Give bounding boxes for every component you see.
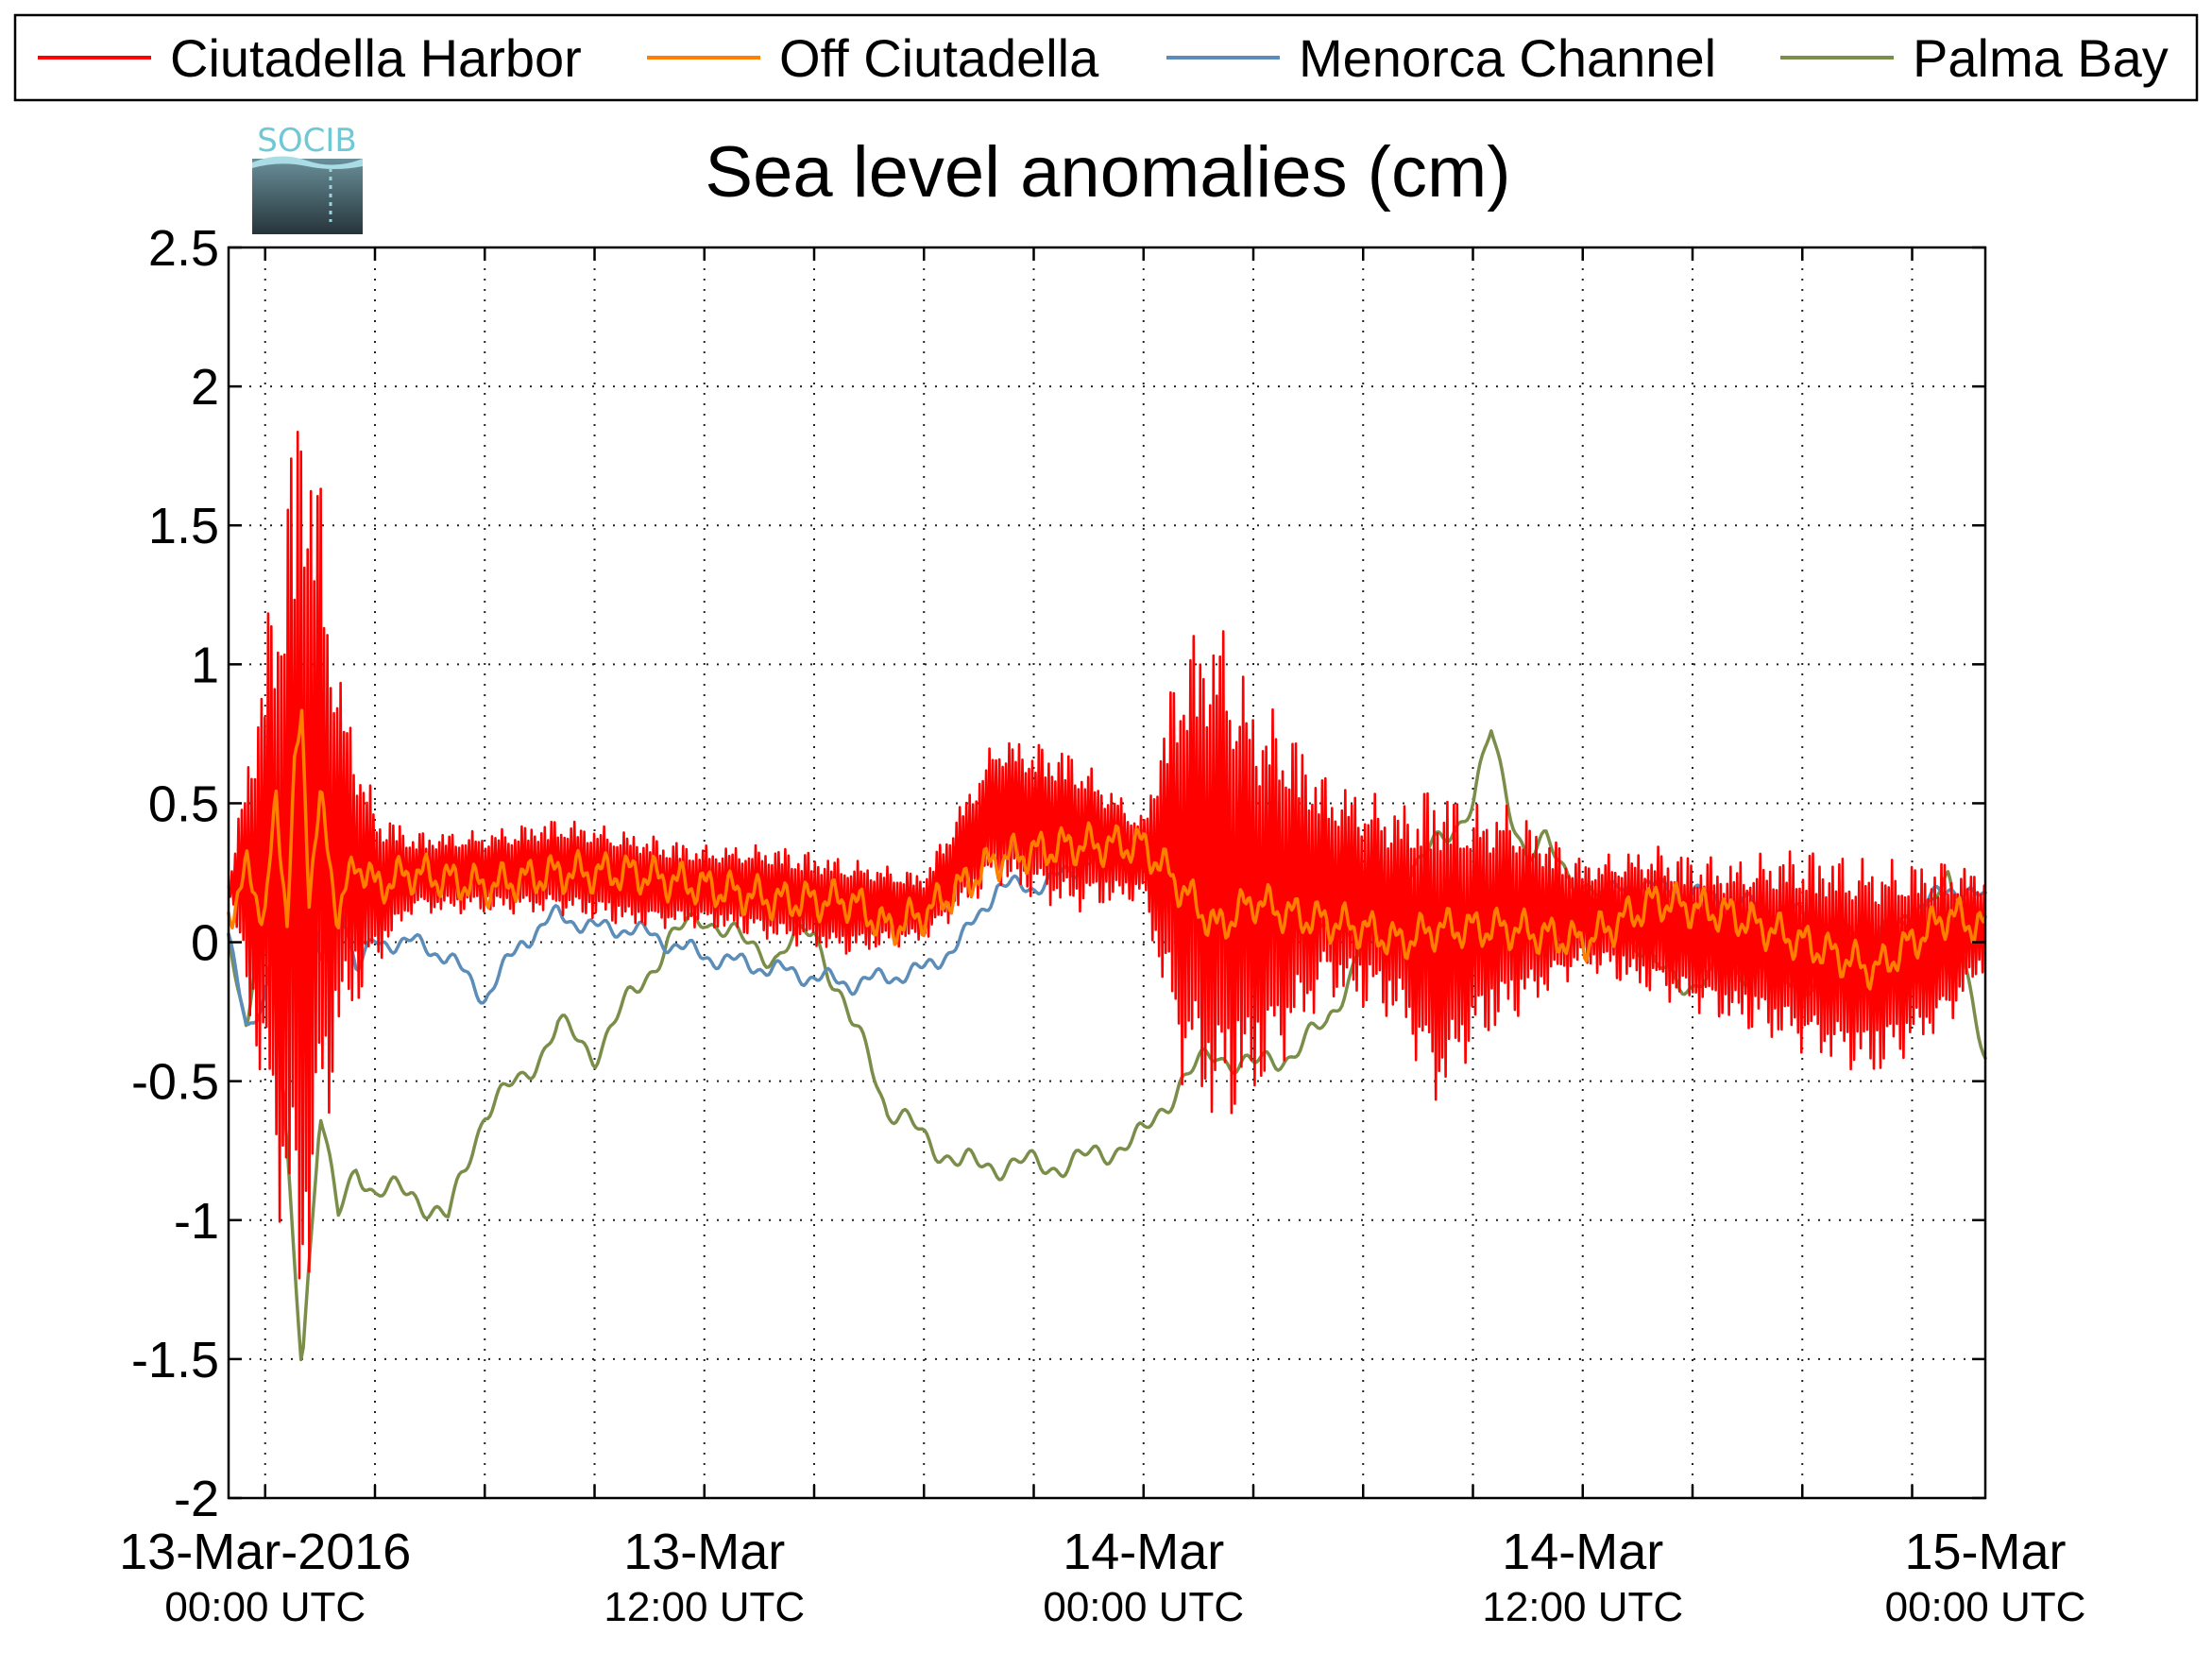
ticks	[229, 246, 1985, 1500]
x-tick-label-time: 00:00 UTC	[164, 1584, 366, 1630]
x-tick-label-time: 00:00 UTC	[1043, 1584, 1244, 1630]
socib-logo-text: SOCIB	[257, 122, 356, 160]
legend: Ciutadella Harbor Off Ciutadella Menorca…	[13, 13, 2199, 102]
y-tick-label: -0.5	[131, 1054, 219, 1111]
y-tick-label: -1.5	[131, 1332, 219, 1388]
x-tick-label-date: 13-Mar	[623, 1524, 785, 1580]
socib-logo-wave	[252, 156, 363, 169]
y-tick-label: 1	[191, 637, 219, 693]
x-tick-label-date: 14-Mar	[1063, 1524, 1224, 1580]
x-tick-label-time: 12:00 UTC	[1482, 1584, 1683, 1630]
y-tick-label: -2	[174, 1471, 219, 1527]
x-tick-label-time: 00:00 UTC	[1885, 1584, 2086, 1630]
y-tick-label: 2	[191, 359, 219, 416]
legend-label-palma-bay: Palma Bay	[1913, 28, 2169, 88]
series-line-off-ciutadella	[227, 708, 1987, 991]
series-layer	[227, 431, 1987, 1362]
x-tick-label-date: 14-Mar	[1502, 1524, 1663, 1580]
plot-frame	[227, 246, 1987, 1500]
x-tick-label-date: 15-Mar	[1904, 1524, 2066, 1580]
y-tick-label: 2.5	[148, 220, 219, 277]
y-tick-label: 1.5	[148, 498, 219, 554]
series-line-ciutadella-harbor	[227, 431, 1986, 1280]
socib-logo-box	[252, 159, 363, 234]
legend-label-off-ciutadella: Off Ciutadella	[779, 28, 1099, 88]
legend-label-ciutadella-harbor: Ciutadella Harbor	[170, 28, 582, 88]
chart-title: Sea level anomalies (cm)	[705, 132, 1510, 213]
y-tick-label: 0	[191, 915, 219, 972]
socib-logo: SOCIB	[252, 122, 363, 234]
x-tick-label-time: 12:00 UTC	[604, 1584, 805, 1630]
y-tick-label: 0.5	[148, 775, 219, 832]
x-tick-label-date: 13-Mar-2016	[119, 1524, 411, 1580]
legend-label-menorca-channel: Menorca Channel	[1299, 28, 1716, 88]
y-tick-label: -1	[174, 1193, 219, 1250]
y-axis-tick-labels: 2.5 2 1.5 1 0.5 0 -0.5 -1 -1.5 -2	[131, 220, 219, 1527]
